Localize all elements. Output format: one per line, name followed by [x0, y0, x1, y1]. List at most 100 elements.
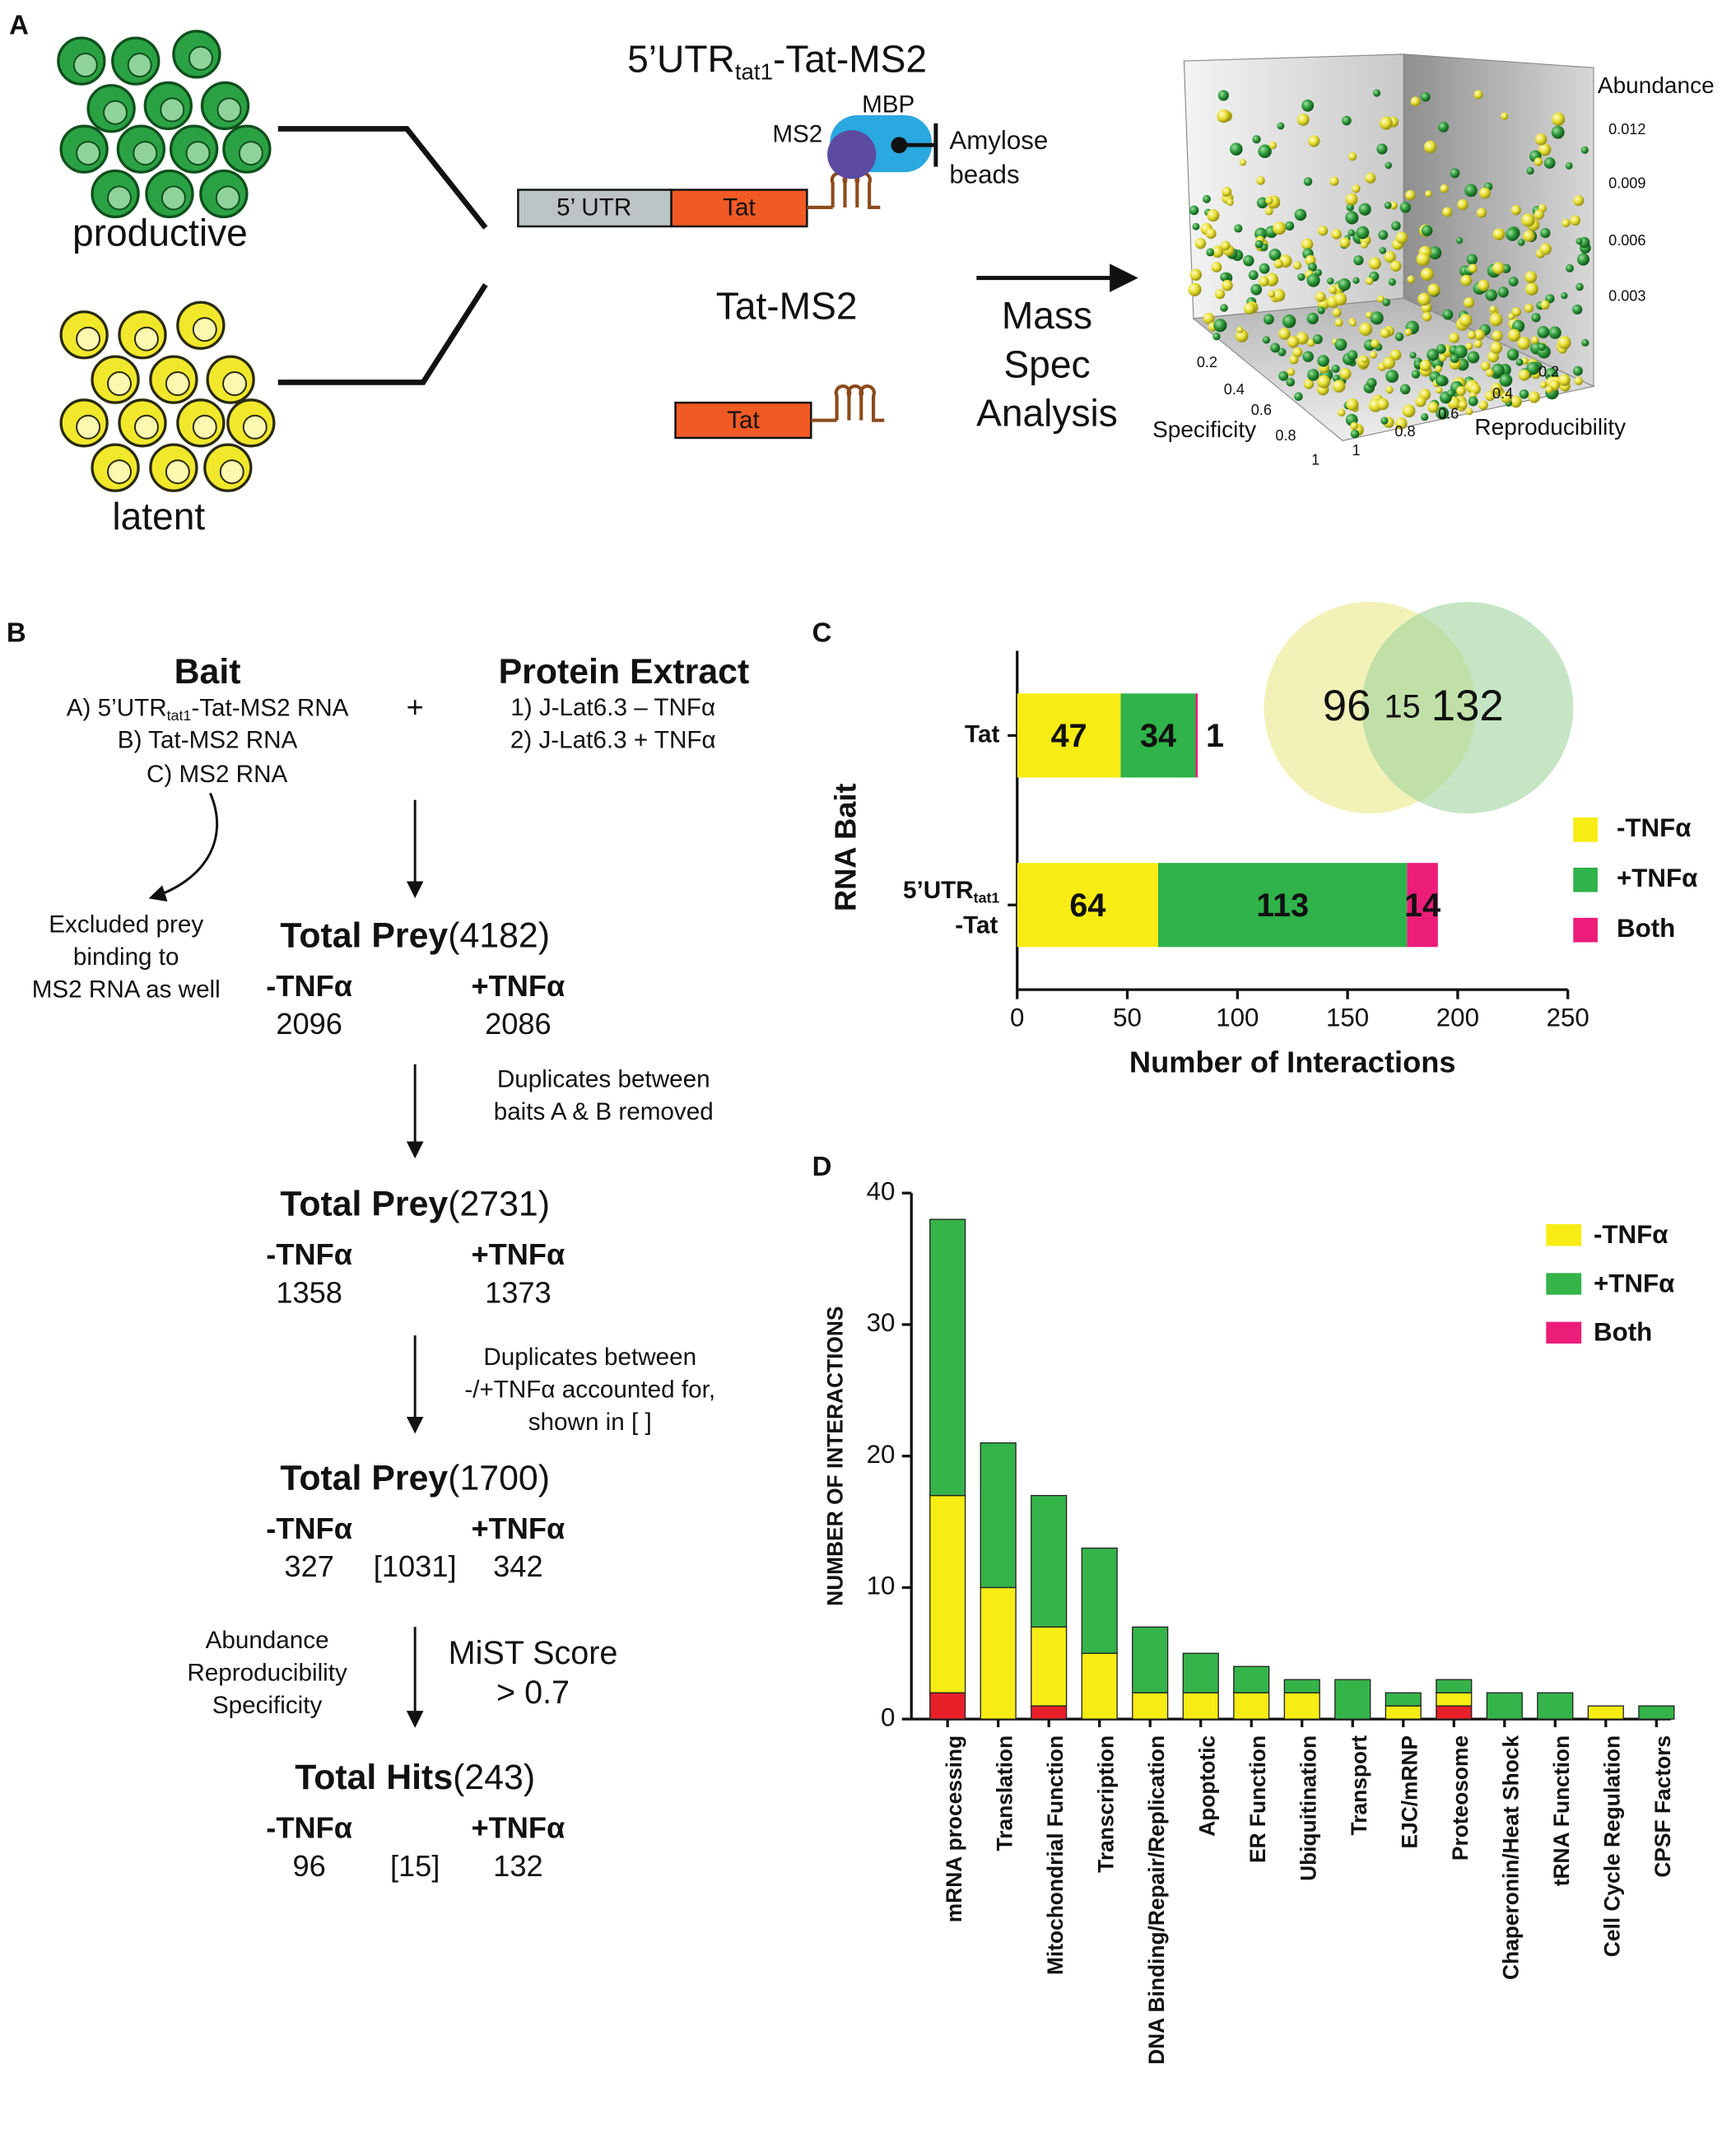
- sphere: [1332, 380, 1346, 393]
- nucleus: [219, 459, 244, 485]
- nucleus: [242, 414, 268, 440]
- text-part: (2731): [448, 1185, 550, 1224]
- sphere: [1473, 90, 1483, 100]
- label: -TNFα: [266, 969, 352, 1003]
- text-part: Total Hits: [295, 1758, 453, 1798]
- sphere: [1331, 364, 1340, 374]
- label: 2096: [276, 1007, 342, 1041]
- sphere: [1416, 252, 1431, 267]
- sphere: [1287, 368, 1296, 376]
- sphere: [1379, 247, 1387, 254]
- bar-segment: [1283, 1679, 1320, 1693]
- sphere: [1371, 339, 1380, 348]
- sphere: [1262, 336, 1271, 344]
- bar-segment: [1031, 1705, 1068, 1720]
- bar-segment: [980, 1586, 1017, 1720]
- bar-segment: [1120, 693, 1196, 778]
- sphere: [1473, 339, 1482, 348]
- bar-segment: [1182, 1692, 1219, 1720]
- label: 327: [284, 1549, 333, 1583]
- text-part: 5’UTR: [627, 38, 735, 81]
- text-part: tat1: [974, 889, 1000, 906]
- sphere: [1256, 176, 1265, 185]
- nucleus: [72, 53, 98, 78]
- y-tick-label: -Tat: [955, 911, 998, 939]
- sphere: [1407, 275, 1415, 284]
- sphere: [1531, 336, 1539, 344]
- x-axis-label: Number of Interactions: [1129, 1045, 1456, 1078]
- label: Abundance: [206, 1627, 329, 1654]
- sphere: [1329, 286, 1338, 295]
- tick-label: 0.012: [1608, 121, 1645, 137]
- data-label: 14: [1404, 887, 1440, 924]
- sphere: [1566, 263, 1574, 272]
- x-tick-label: CPSF Factors: [1650, 1735, 1675, 1878]
- sphere: [1540, 227, 1551, 239]
- sphere: [1506, 348, 1520, 361]
- sphere: [1455, 237, 1464, 245]
- sphere: [1256, 197, 1268, 209]
- sphere: [1442, 207, 1453, 217]
- nucleus: [127, 53, 152, 78]
- sphere: [1380, 328, 1390, 338]
- tat-box: [674, 401, 812, 440]
- hairpins: [834, 384, 885, 422]
- label: Excluded prey: [49, 911, 203, 939]
- sphere: [1213, 319, 1227, 333]
- nucleus: [185, 141, 211, 166]
- text-part: Total Prey: [280, 1459, 448, 1498]
- sphere: [1459, 314, 1473, 328]
- sphere: [1361, 356, 1368, 363]
- label: 1358: [276, 1275, 342, 1309]
- sphere: [1203, 312, 1215, 324]
- sphere: [1376, 143, 1388, 155]
- label: 96: [293, 1849, 326, 1883]
- sphere: [1222, 186, 1232, 197]
- sphere: [1548, 326, 1561, 339]
- sphere: [1301, 238, 1314, 250]
- sphere: [1206, 248, 1215, 257]
- bar-segment: [1638, 1705, 1675, 1720]
- sphere: [1394, 332, 1404, 342]
- bar-segment: [1081, 1547, 1118, 1654]
- label: B) Tat-MS2 RNA: [118, 727, 298, 754]
- sphere: [1263, 314, 1274, 325]
- sphere: [1581, 338, 1589, 347]
- sphere: [1404, 328, 1413, 337]
- sphere: [1534, 209, 1544, 220]
- tick-label: 0.4: [1224, 381, 1245, 398]
- sphere: [1388, 277, 1396, 286]
- sphere: [1287, 336, 1300, 348]
- sphere: [1515, 358, 1524, 366]
- stage-title: Total Prey(2731): [280, 1185, 550, 1224]
- sphere: [1259, 276, 1269, 286]
- x-tick-label: Proteosome: [1448, 1735, 1473, 1861]
- text-part: A) 5’UTR: [67, 694, 167, 721]
- bar-segment: [1587, 1705, 1624, 1720]
- sphere: [1372, 89, 1381, 97]
- sphere: [1308, 135, 1320, 147]
- sphere: [1356, 226, 1370, 240]
- sphere: [1526, 166, 1534, 175]
- y-tick-label: 10: [867, 1572, 896, 1600]
- sphere: [1366, 378, 1377, 389]
- sphere: [1230, 142, 1243, 156]
- sphere: [1492, 330, 1503, 342]
- sphere: [1561, 292, 1568, 300]
- sphere: [1286, 377, 1296, 387]
- x-tick-label: EJC/mRNP: [1398, 1735, 1422, 1849]
- sphere: [1359, 322, 1373, 336]
- bar-segment: [1407, 863, 1438, 948]
- legend-label: -TNFα: [1617, 813, 1691, 842]
- sphere: [1436, 386, 1443, 394]
- sphere: [1422, 311, 1432, 322]
- x-tick-label: Translation: [993, 1735, 1017, 1851]
- connector: [277, 126, 488, 230]
- legend-label: -TNFα: [1594, 1220, 1668, 1249]
- sphere: [1501, 112, 1509, 120]
- label: Tat: [723, 193, 756, 221]
- x-tick-label: Cell Cycle Regulation: [1600, 1735, 1625, 1957]
- data-label: 113: [1256, 887, 1309, 924]
- sphere: [1289, 355, 1299, 365]
- bar-segment: [980, 1442, 1017, 1589]
